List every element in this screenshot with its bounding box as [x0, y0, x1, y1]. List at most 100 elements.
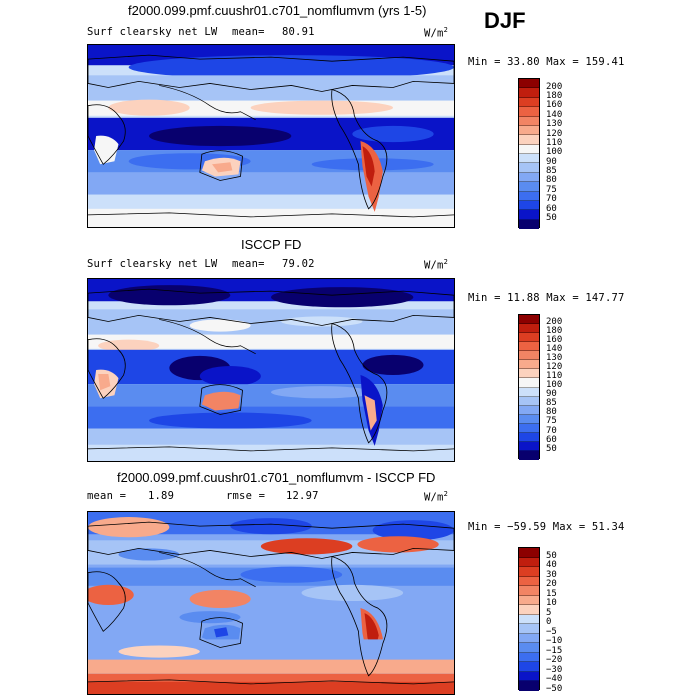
colorbar-swatch	[519, 191, 539, 201]
colorbar-tick: 140	[546, 344, 563, 354]
colorbar-tick: 30	[546, 570, 557, 580]
colorbar-tick: 50	[546, 213, 557, 223]
colorbar-tick: 75	[546, 185, 557, 195]
colorbar-tick: 200	[546, 317, 563, 327]
colorbar-tick: 70	[546, 426, 557, 436]
colorbar-swatch	[519, 378, 539, 388]
colorbar-swatch	[519, 548, 539, 558]
colorbar-tick: 130	[546, 353, 563, 363]
colorbar-swatch	[519, 360, 539, 370]
colorbar-tick: −10	[546, 636, 563, 646]
panel-1-mean-value: 80.91	[282, 26, 315, 38]
colorbar-swatch	[519, 633, 539, 644]
panel-2-minmax: Min = 11.88 Max = 147.77	[468, 292, 625, 304]
colorbar-tick: −30	[546, 665, 563, 675]
colorbar-swatch	[519, 387, 539, 397]
colorbar-tick: 60	[546, 204, 557, 214]
panel-2-map-svg	[88, 279, 454, 461]
panel-3-map	[87, 511, 455, 695]
colorbar-swatch	[519, 624, 539, 634]
colorbar-swatch	[519, 88, 539, 98]
colorbar-swatch	[519, 210, 539, 220]
colorbar-tick: 85	[546, 166, 557, 176]
colorbar-swatch	[519, 315, 539, 325]
colorbar-tick: 140	[546, 110, 563, 120]
colorbar-swatch	[519, 172, 539, 183]
colorbar-tick: 10	[546, 598, 557, 608]
panel-1-mean-label: mean=	[232, 26, 265, 38]
colorbar-swatch	[519, 342, 539, 352]
panel-3-title: f2000.099.pmf.cuushr01.c701_nomflumvm - …	[117, 470, 436, 485]
colorbar-tick: 120	[546, 362, 563, 372]
colorbar-swatch	[519, 423, 539, 433]
panel-1-colorbar	[518, 78, 540, 229]
colorbar-swatch	[519, 125, 539, 136]
colorbar-swatch	[519, 97, 539, 108]
colorbar-swatch	[519, 116, 539, 126]
colorbar-tick: −5	[546, 627, 557, 637]
colorbar-swatch	[519, 643, 539, 653]
colorbar-tick: 0	[546, 617, 552, 627]
colorbar-swatch	[519, 79, 539, 89]
colorbar-tick: 180	[546, 91, 563, 101]
colorbar-tick: 180	[546, 326, 563, 336]
colorbar-swatch	[519, 662, 539, 672]
colorbar-tick: 100	[546, 147, 563, 157]
colorbar-tick: −40	[546, 674, 563, 684]
panel-3-rmse-label: rmse =	[226, 490, 266, 502]
panel-3-map-svg	[88, 512, 454, 694]
colorbar-swatch	[519, 414, 539, 424]
colorbar-tick: 85	[546, 398, 557, 408]
colorbar-swatch	[519, 154, 539, 164]
colorbar-tick: 60	[546, 435, 557, 445]
panel-2-colorbar	[518, 314, 540, 460]
panel-2-units: W/m2	[424, 258, 448, 272]
colorbar-swatch	[519, 614, 539, 625]
colorbar-tick: 110	[546, 371, 563, 381]
colorbar-swatch	[519, 681, 539, 691]
colorbar-tick: −20	[546, 655, 563, 665]
colorbar-swatch	[519, 671, 539, 682]
colorbar-swatch	[519, 586, 539, 596]
colorbar-tick: 5	[546, 608, 552, 618]
colorbar-tick: 110	[546, 138, 563, 148]
colorbar-tick: 80	[546, 407, 557, 417]
panel-3-colorbar	[518, 547, 540, 691]
panel-2-title: ISCCP FD	[241, 237, 302, 252]
colorbar-tick: −15	[546, 646, 563, 656]
colorbar-swatch	[519, 182, 539, 192]
panel-1-minmax: Min = 33.80 Max = 159.41	[468, 56, 625, 68]
colorbar-swatch	[519, 595, 539, 606]
colorbar-swatch	[519, 144, 539, 154]
colorbar-swatch	[519, 163, 539, 173]
colorbar-tick: 160	[546, 100, 563, 110]
colorbar-swatch	[519, 652, 539, 663]
panel-2-variable: Surf clearsky net LW	[87, 258, 218, 270]
panel-2-map	[87, 278, 455, 462]
colorbar-swatch	[519, 567, 539, 577]
colorbar-swatch	[519, 219, 539, 229]
panel-1-variable: Surf clearsky net LW	[87, 26, 218, 38]
colorbar-swatch	[519, 396, 539, 406]
colorbar-swatch	[519, 135, 539, 145]
colorbar-tick: 120	[546, 129, 563, 139]
colorbar-tick: 100	[546, 380, 563, 390]
panel-1-map	[87, 44, 455, 228]
colorbar-tick: −50	[546, 684, 563, 694]
colorbar-swatch	[519, 200, 539, 211]
colorbar-tick: 50	[546, 551, 557, 561]
panel-3-units: W/m2	[424, 490, 448, 504]
colorbar-swatch	[519, 557, 539, 568]
colorbar-tick: 20	[546, 579, 557, 589]
colorbar-swatch	[519, 405, 539, 415]
panel-3-minmax: Min = −59.59 Max = 51.34	[468, 521, 625, 533]
panel-3-mean-label: mean =	[87, 490, 127, 502]
colorbar-tick: 15	[546, 589, 557, 599]
colorbar-tick: 130	[546, 119, 563, 129]
colorbar-swatch	[519, 450, 539, 460]
panel-3-rmse-value: 12.97	[286, 490, 319, 502]
colorbar-tick: 80	[546, 175, 557, 185]
panel-2-mean-label: mean=	[232, 258, 265, 270]
colorbar-tick: 50	[546, 444, 557, 454]
